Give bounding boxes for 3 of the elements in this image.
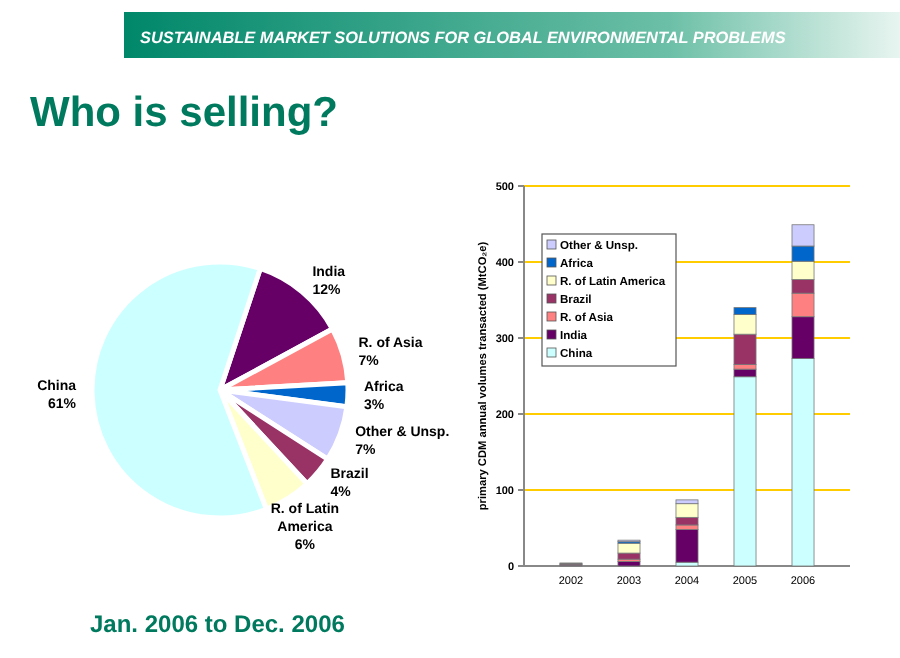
text: Jan. 2006 to Dec. 2006 [90,610,346,638]
chart-title: Who is selling? [30,90,339,136]
text: SUSTAINABLE MARKET SOLUTIONS FOR GLOBAL ENVIRONMENTAL PROBLEMS [140,29,787,47]
